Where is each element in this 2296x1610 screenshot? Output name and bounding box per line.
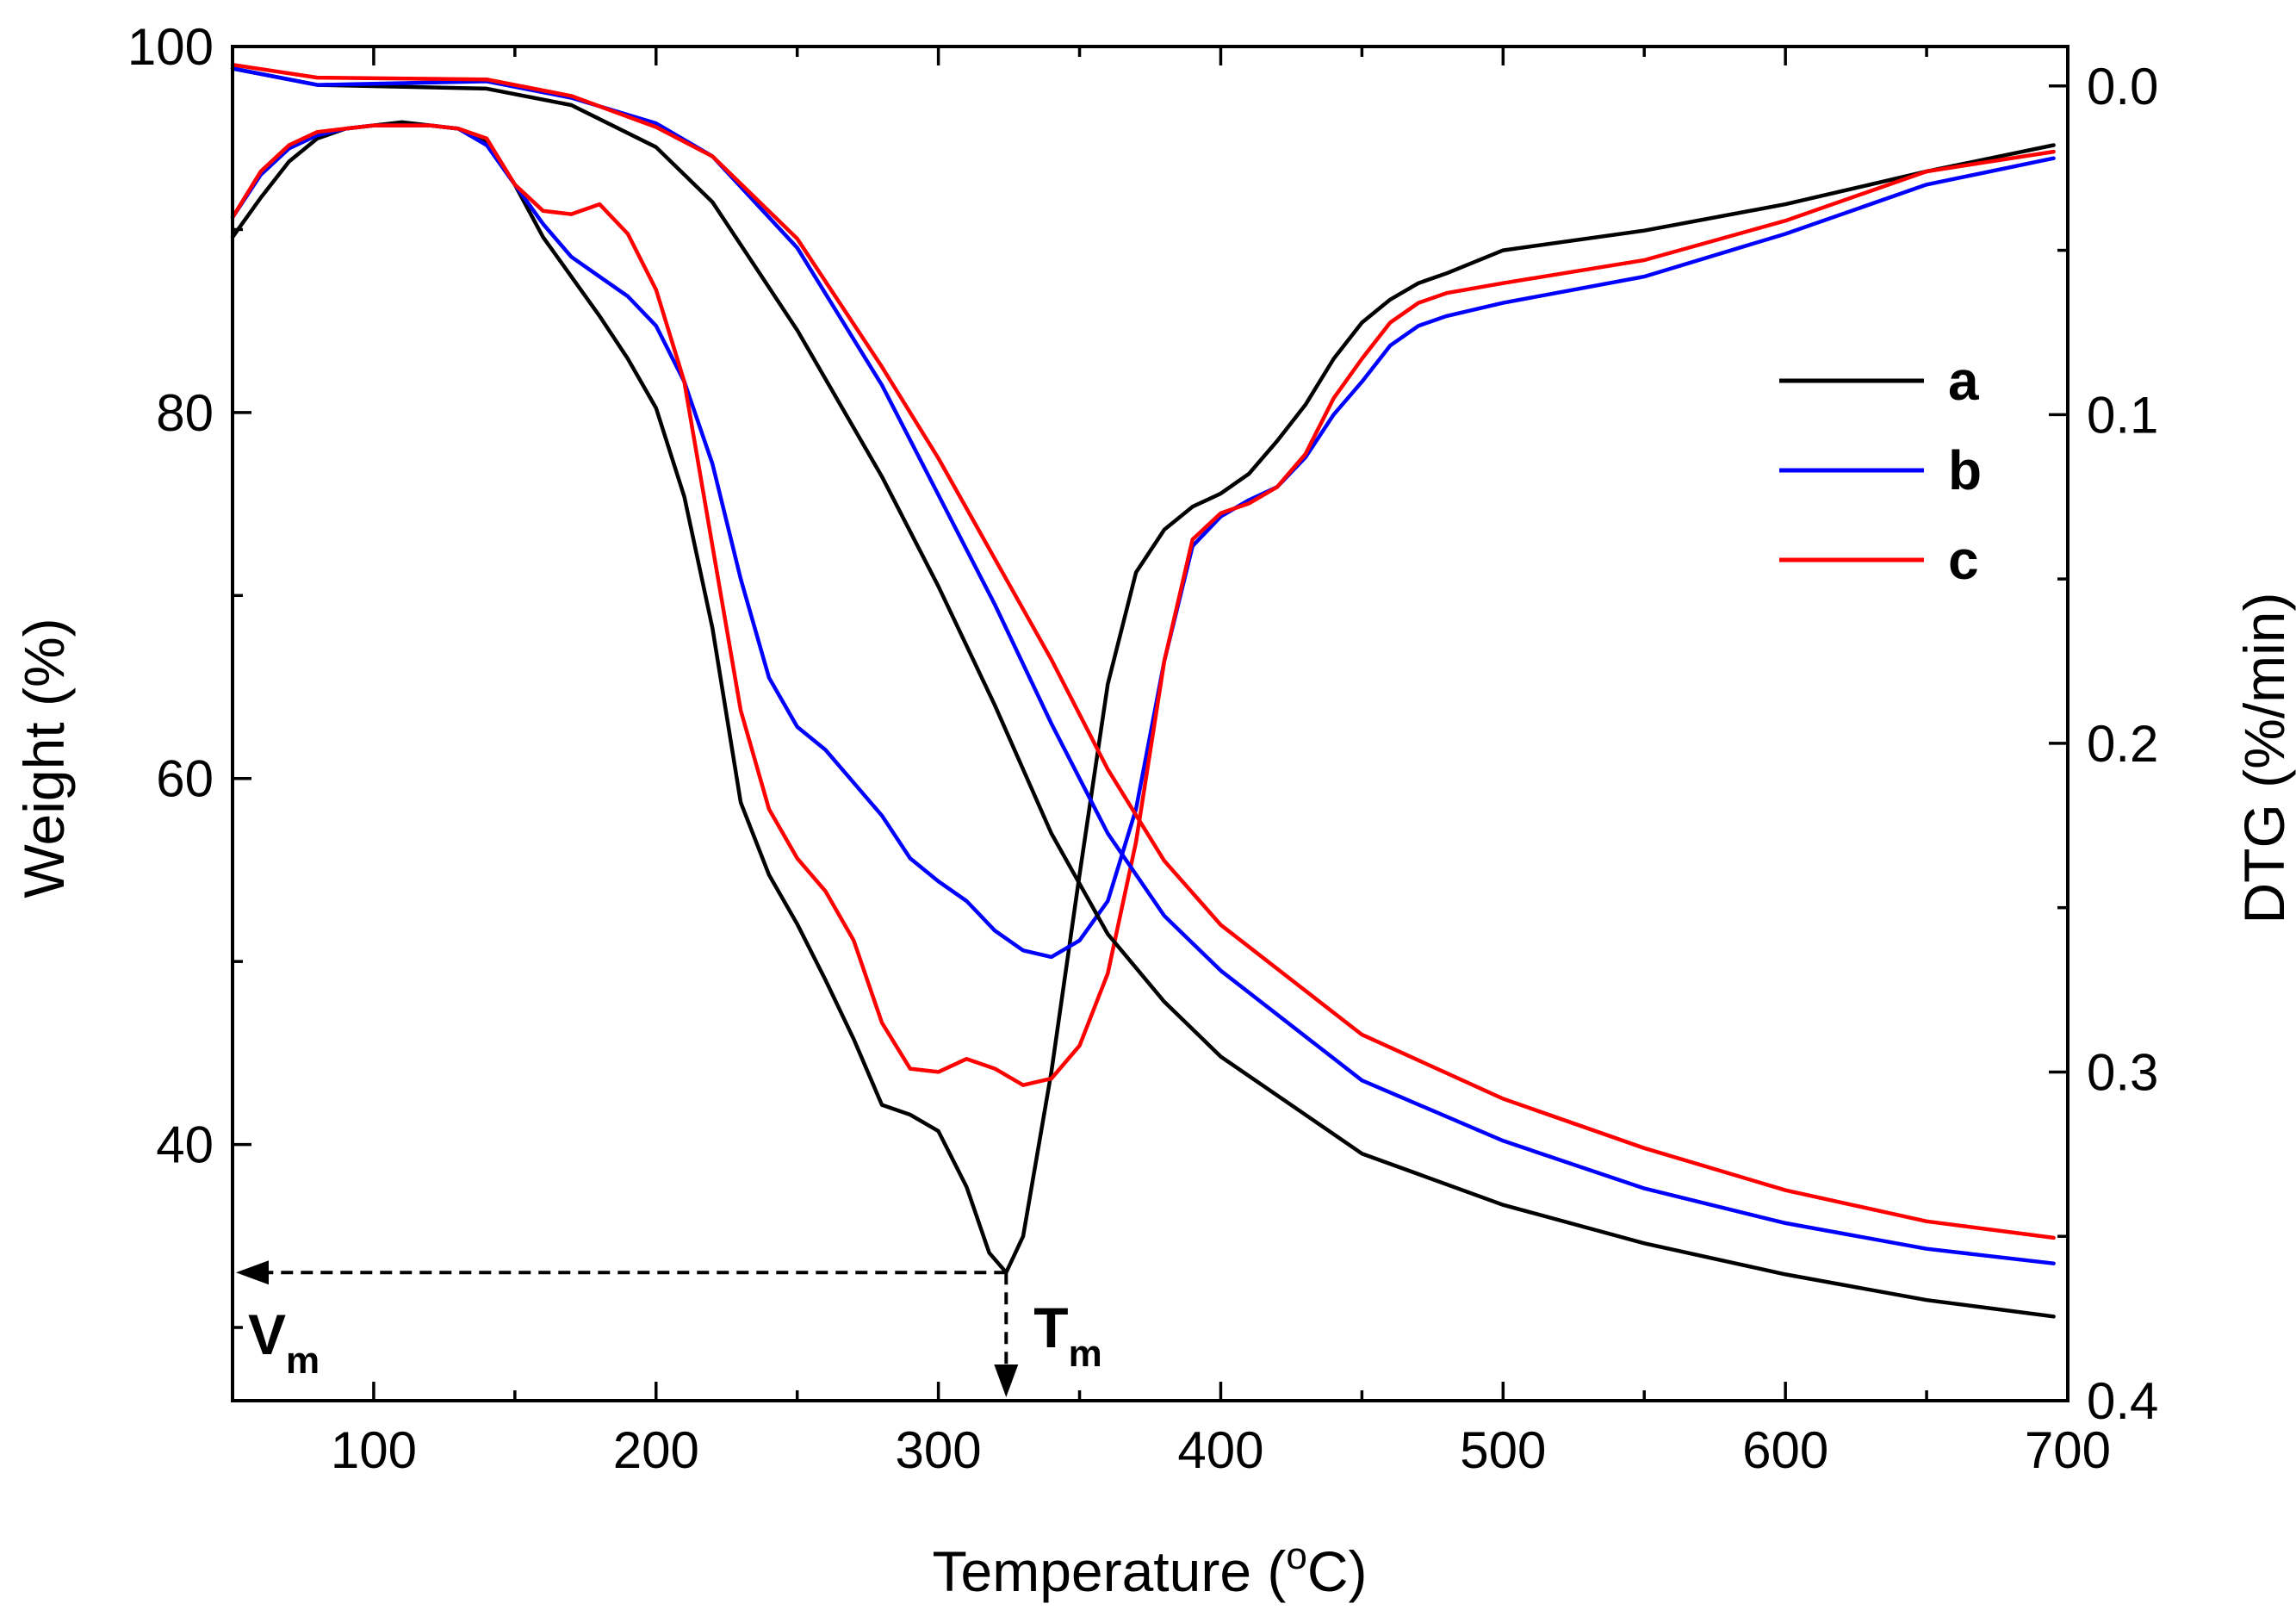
x-tick-label: 500 — [1460, 1421, 1546, 1479]
vm-label-main: V — [248, 1302, 286, 1366]
legend-label-a: a — [1948, 350, 1979, 412]
y-left-tick-label: 60 — [156, 750, 214, 808]
plot-frame — [231, 45, 2070, 1402]
x-tick-label: 700 — [2025, 1421, 2111, 1479]
y-right-tick-label: 0.0 — [2087, 58, 2158, 115]
x-tick-label: 400 — [1177, 1421, 1263, 1479]
x-tick-label: 300 — [896, 1421, 982, 1479]
tm-arrowhead — [994, 1364, 1019, 1397]
y-right-tick-label: 0.3 — [2087, 1043, 2158, 1101]
x-tick-label: 100 — [331, 1421, 417, 1479]
vm-label-sub: m — [286, 1340, 320, 1382]
legend: abc — [1779, 350, 1982, 591]
tg-series-line-c — [230, 62, 2056, 1240]
x-axis-title: Temperature (oC) — [933, 1535, 1368, 1603]
tm-label: Tm — [1033, 1296, 1101, 1375]
dtg-series-line-c — [230, 123, 2056, 1087]
x-axis-title-sup: o — [1286, 1535, 1306, 1577]
x-axis-title-main: Temperature ( — [933, 1539, 1287, 1603]
y-axis-right-title: DTG (%/min) — [2232, 593, 2296, 924]
y-right-tick-label: 0.4 — [2087, 1372, 2158, 1430]
y-right-tick-label: 0.2 — [2087, 715, 2158, 773]
vm-label: Vm — [248, 1302, 320, 1382]
y-left-tick-label: 40 — [156, 1116, 214, 1174]
y-right-tick-label: 0.1 — [2087, 386, 2158, 444]
x-axis-title-tail: C) — [1307, 1539, 1368, 1603]
x-tick-label: 600 — [1742, 1421, 1828, 1479]
dtg-series-line-a — [230, 120, 2056, 1275]
vm-arrowhead — [236, 1260, 269, 1285]
y-axis-left-title: Weight (%) — [12, 618, 76, 898]
legend-label-c: c — [1948, 529, 1979, 591]
tg-series-line-a — [230, 66, 2056, 1319]
legend-label-b: b — [1948, 439, 1982, 501]
x-tick-label: 200 — [613, 1421, 699, 1479]
series-lines — [230, 62, 2056, 1319]
y-left-tick-label: 80 — [156, 384, 214, 442]
tg-series-line-b — [230, 66, 2056, 1265]
dtg-series-line-b — [230, 123, 2056, 960]
tm-label-main: T — [1033, 1296, 1068, 1359]
axis-ticks: 100 200 300 400 500 600 700 40 60 80 100 0.0 0.1 0.2 0… — [127, 18, 2159, 1479]
y-left-tick-label: 100 — [127, 18, 214, 76]
tm-label-sub: m — [1069, 1333, 1102, 1375]
